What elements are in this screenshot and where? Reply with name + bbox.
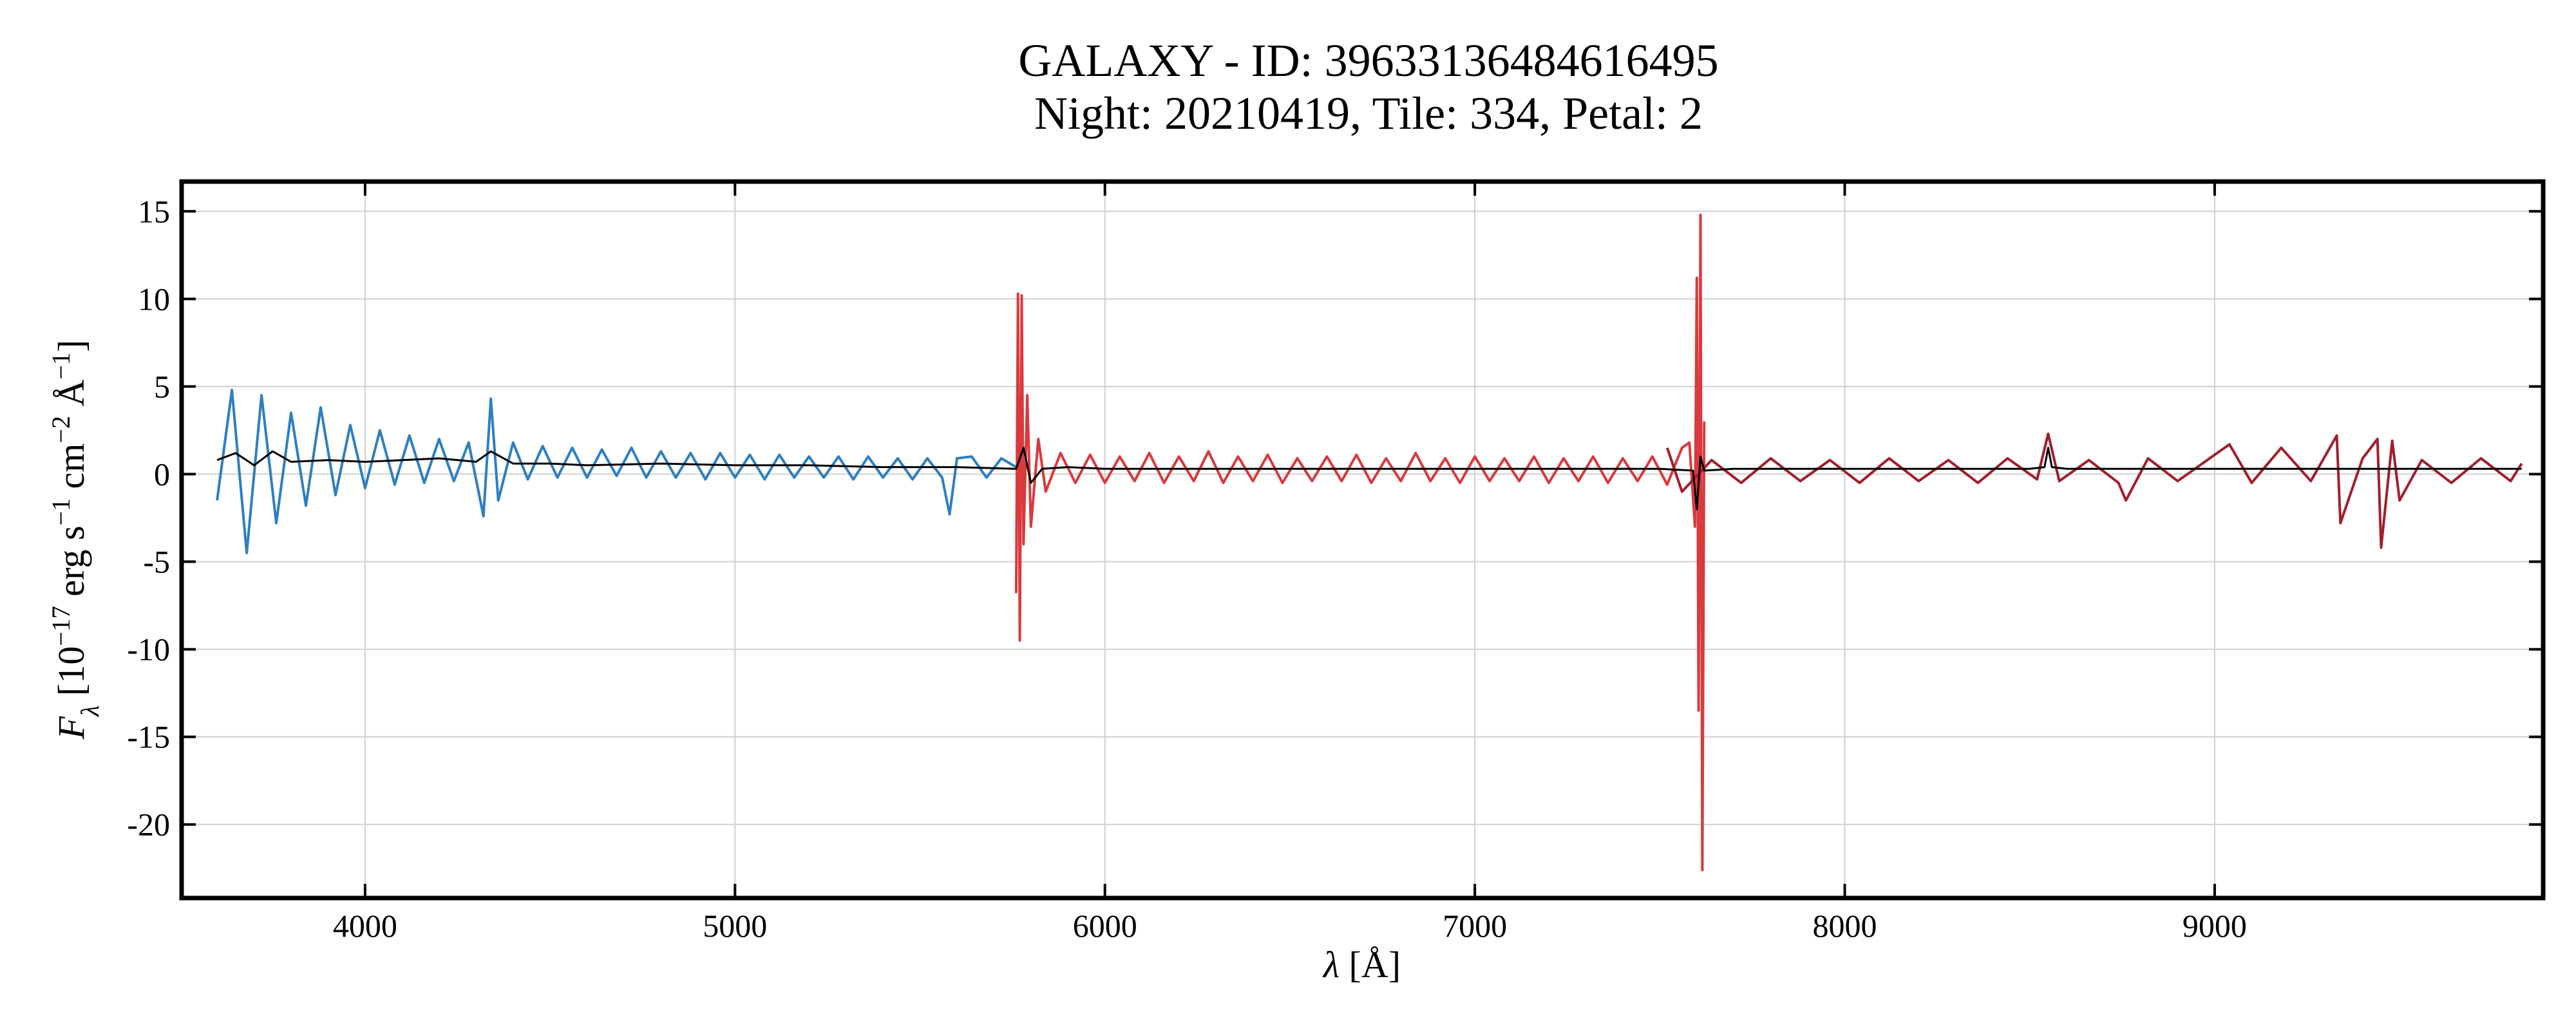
y-axis-label: Fλ [10−17 erg s−1 cm−2 Å−1] — [46, 340, 104, 740]
x-axis-label: λ [Å] — [1322, 944, 1401, 986]
x-label-part: [Å] — [1340, 944, 1401, 986]
y-tick-label: 5 — [154, 368, 170, 404]
x-tick-label: 9000 — [2183, 908, 2247, 944]
y-label-part: cm — [50, 444, 92, 498]
y-tick-label: -10 — [127, 632, 170, 668]
y-label-part: [10 — [50, 646, 92, 706]
spectrum-line — [216, 388, 1017, 554]
y-tick-label: 0 — [154, 456, 170, 492]
spectrum-line — [1665, 432, 2523, 549]
x-tick-label: 8000 — [1813, 908, 1877, 944]
spectrum-line — [1014, 213, 1706, 872]
y-tick-label: -5 — [143, 544, 170, 580]
y-label-part: −1 — [46, 352, 75, 380]
spectrum-line — [216, 447, 2522, 510]
y-tick-label: -15 — [127, 719, 170, 755]
y-label-part: −1 — [46, 498, 75, 526]
chart-subtitle: Night: 20210419, Tile: 334, Petal: 2 — [1034, 88, 1703, 139]
x-tick-label: 5000 — [703, 908, 767, 944]
y-label-part: ] — [50, 340, 92, 352]
x-label-part: λ — [1322, 944, 1340, 986]
y-label-part: F — [50, 716, 92, 740]
y-tick-label: 15 — [138, 193, 170, 229]
chart-title: GALAXY - ID: 39633136484616495 — [1018, 35, 1718, 86]
y-label-part: −17 — [46, 606, 75, 646]
plot-frame — [179, 179, 2546, 901]
y-tick-label: -20 — [127, 807, 170, 843]
x-tick-label: 7000 — [1443, 908, 1507, 944]
x-tick-label: 6000 — [1073, 908, 1137, 944]
y-label-part: −2 — [46, 416, 75, 444]
y-label-part: erg s — [50, 526, 92, 606]
y-label-part: λ — [75, 705, 104, 716]
y-tick-label: 10 — [138, 281, 170, 317]
y-label-part: Å — [50, 380, 92, 417]
x-tick-label: 4000 — [333, 908, 397, 944]
